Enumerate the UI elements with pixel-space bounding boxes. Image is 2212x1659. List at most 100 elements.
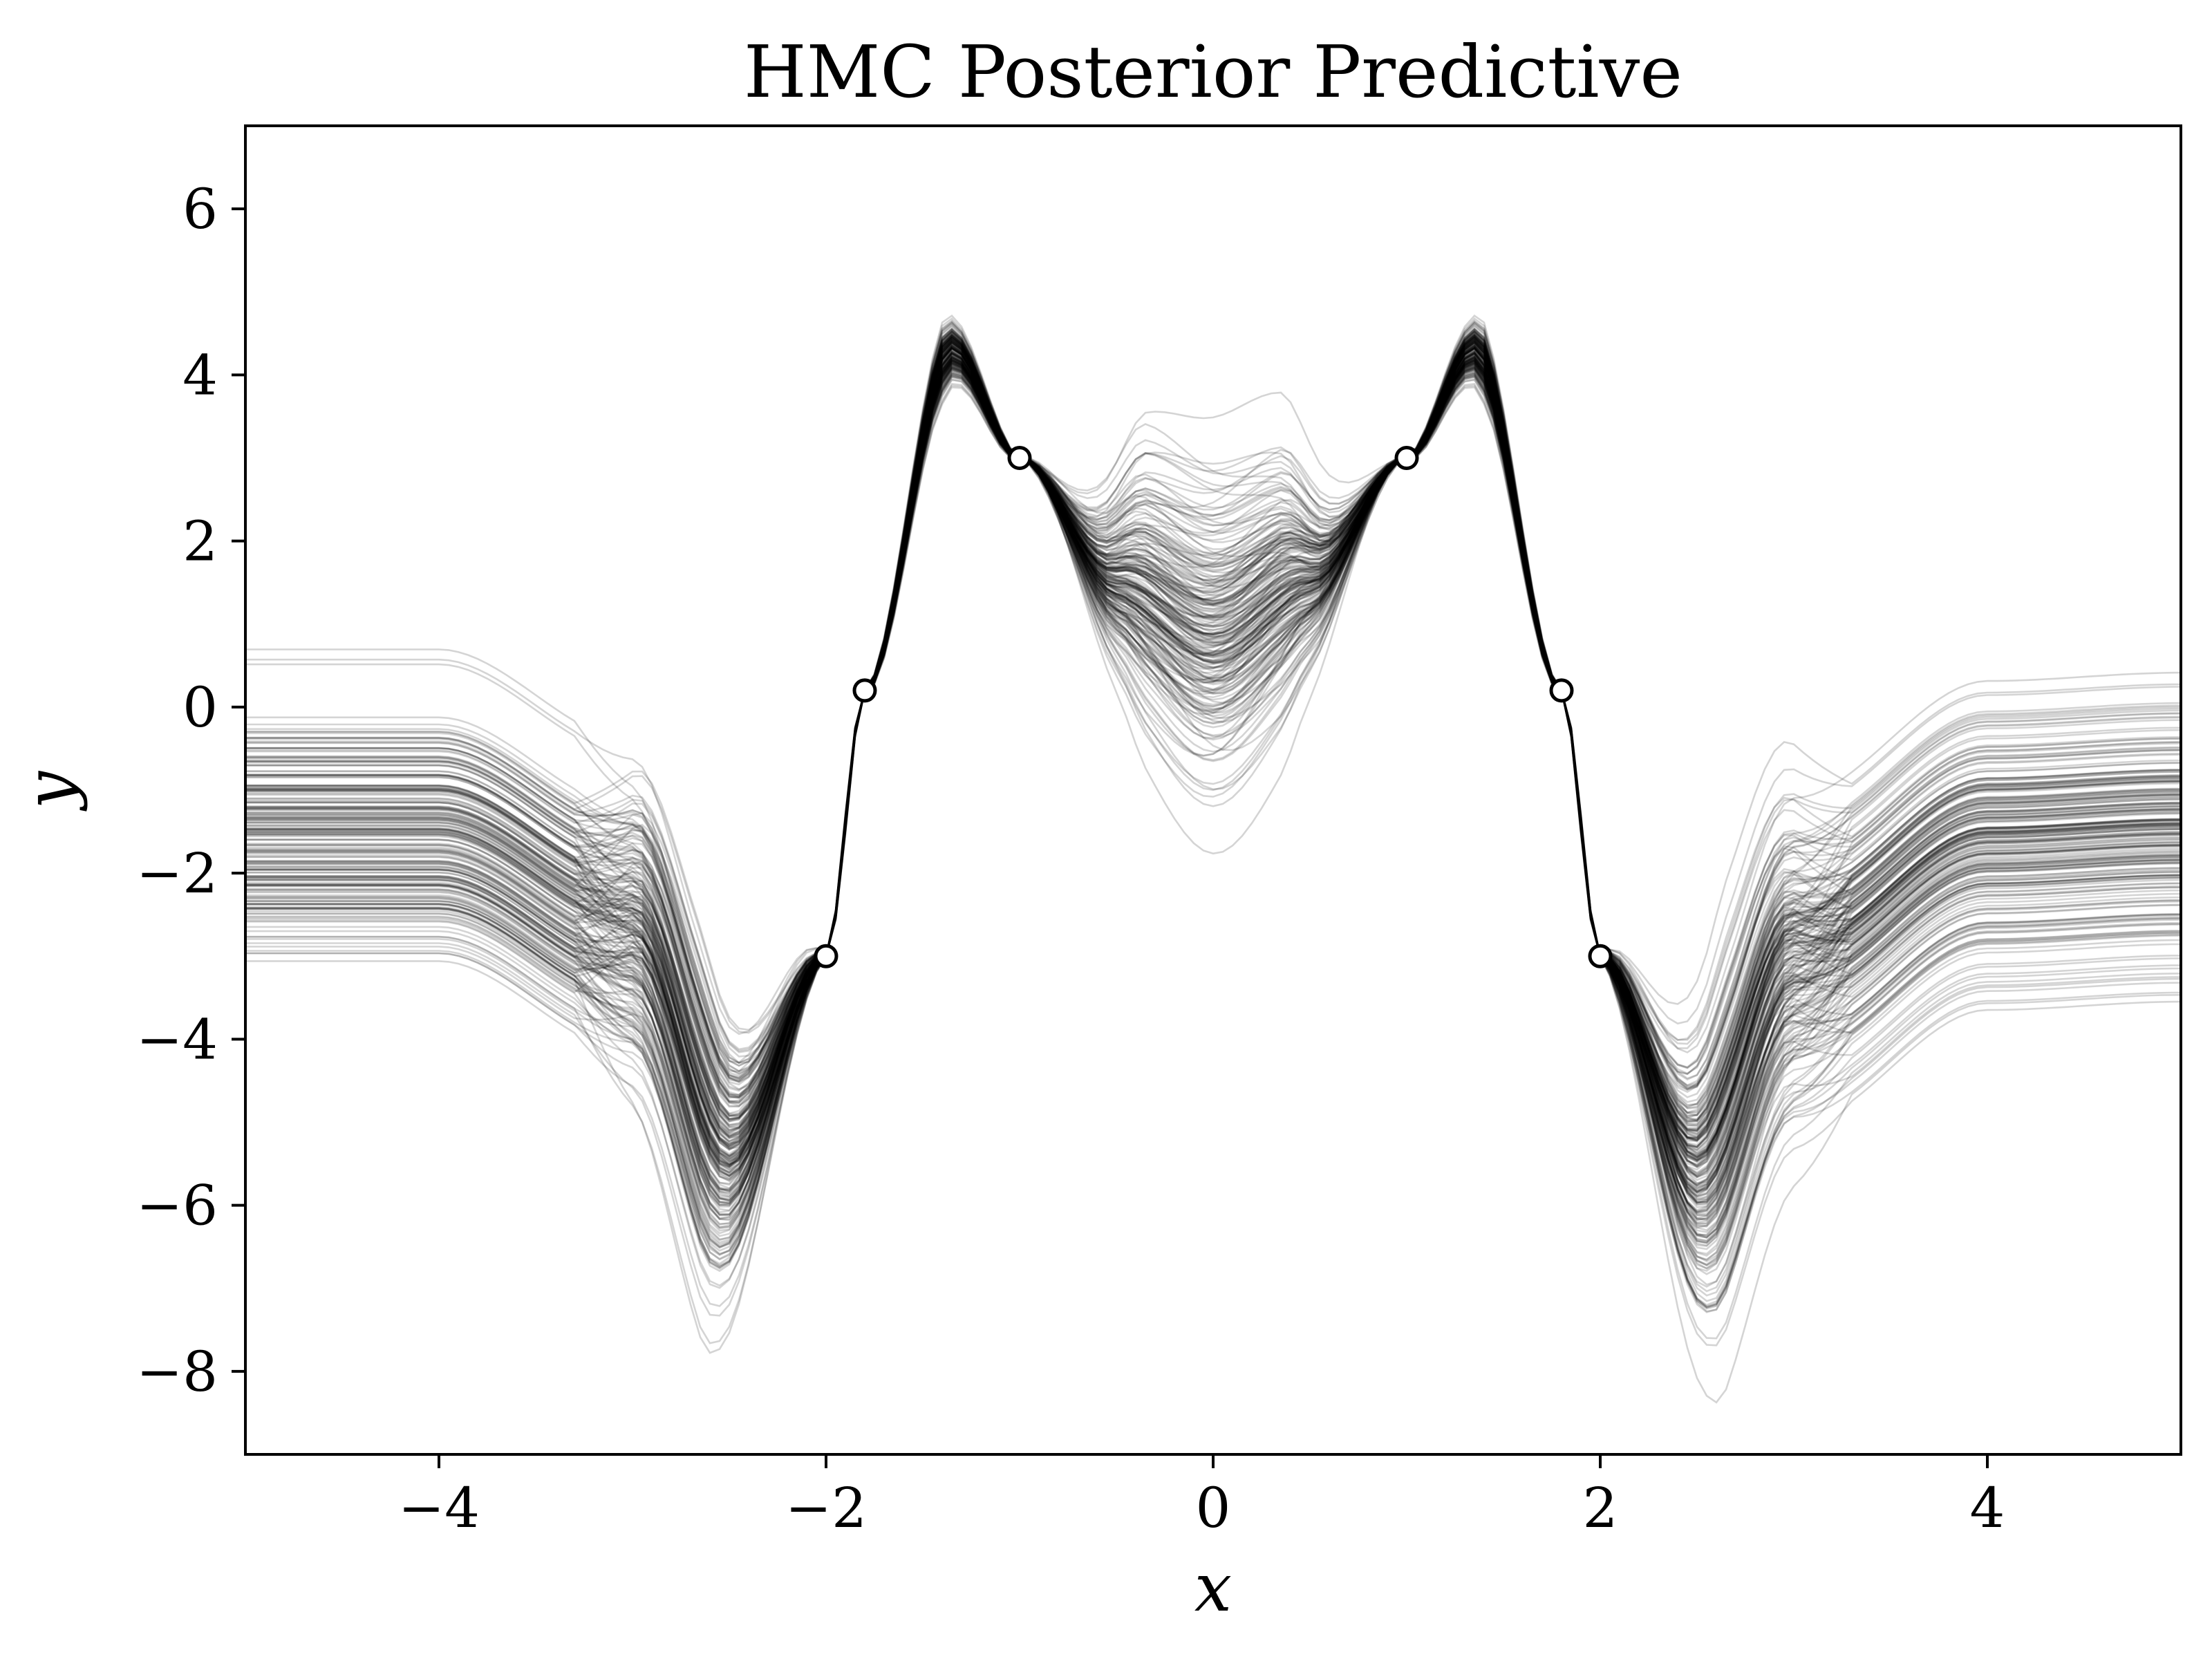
x-axis-label: x	[1194, 1549, 1232, 1627]
posterior-sample-line	[245, 327, 2181, 1176]
posterior-sample-line	[245, 328, 2181, 1237]
posterior-sample-line	[245, 339, 2181, 1257]
posterior-sample-line	[245, 314, 2181, 1158]
posterior-sample-line	[245, 347, 2181, 1167]
posterior-sample-line	[245, 347, 2181, 1219]
x-axis: −4 −2 0 2 4	[398, 1454, 2005, 1540]
posterior-sample-line	[245, 360, 2181, 1230]
posterior-sample-line	[245, 362, 2181, 1168]
posterior-sample-line	[245, 361, 2181, 1168]
posterior-sample-line	[245, 366, 2181, 1202]
y-tick-label: 2	[182, 509, 218, 574]
posterior-sample-line	[245, 330, 2181, 1241]
posterior-sample-line	[245, 337, 2181, 1148]
posterior-sample-line	[245, 336, 2181, 1177]
posterior-sample-line	[245, 346, 2181, 1121]
posterior-sample-line	[245, 373, 2181, 1288]
posterior-sample-line	[245, 336, 2181, 1215]
posterior-sample-line	[245, 348, 2181, 1177]
posterior-sample-line	[245, 328, 2181, 1239]
posterior-sample-line	[245, 346, 2181, 1177]
posterior-sample-line	[245, 346, 2181, 1232]
posterior-sample-line	[245, 354, 2181, 1198]
posterior-sample-line	[245, 361, 2181, 1317]
observed-point	[852, 678, 877, 703]
posterior-sample-line	[245, 339, 2181, 1204]
posterior-sample-line	[245, 359, 2181, 1193]
posterior-sample-line	[245, 330, 2181, 1313]
x-tick-label: −4	[398, 1476, 480, 1540]
y-tick-label: −2	[136, 841, 218, 906]
y-tick-label: 4	[182, 343, 218, 407]
observed-point	[1007, 446, 1032, 470]
posterior-sample-line	[245, 330, 2181, 1190]
posterior-sample-line	[245, 344, 2181, 1228]
posterior-sample-line	[245, 332, 2181, 1217]
posterior-sample-line	[245, 366, 2181, 1174]
posterior-sample-line	[245, 339, 2181, 1293]
posterior-sample-line	[245, 330, 2181, 1155]
posterior-sample-line	[245, 346, 2181, 1225]
posterior-sample-line	[245, 359, 2181, 1135]
posterior-sample-line	[245, 331, 2181, 1204]
posterior-sample-line	[245, 356, 2181, 1150]
y-tick-label: 0	[182, 675, 218, 740]
posterior-sample-line	[245, 342, 2181, 1174]
posterior-sample-line	[245, 336, 2181, 1156]
posterior-sample-line	[245, 341, 2181, 1165]
posterior-sample-line	[245, 337, 2181, 1297]
posterior-sample-line	[245, 328, 2181, 1246]
posterior-sample-line	[245, 350, 2181, 1354]
posterior-sample-line	[245, 369, 2181, 1162]
posterior-sample-line	[245, 352, 2181, 1205]
posterior-sample-line	[245, 360, 2181, 1248]
posterior-sample-line	[245, 368, 2181, 1206]
observed-point	[1394, 446, 1419, 470]
posterior-sample-line	[245, 352, 2181, 1275]
posterior-sample-line	[245, 362, 2181, 1192]
posterior-sample-line	[245, 355, 2181, 1229]
posterior-sample-line	[245, 341, 2181, 1137]
posterior-sample-line	[245, 322, 2181, 1225]
posterior-sample-line	[245, 355, 2181, 1167]
posterior-sample-line	[245, 336, 2181, 1157]
posterior-sample-line	[245, 335, 2181, 1247]
posterior-sample-line	[245, 375, 2181, 1157]
posterior-sample-line	[245, 367, 2181, 1208]
posterior-sample-line	[245, 366, 2181, 1186]
posterior-sample-line	[245, 363, 2181, 1216]
posterior-sample-line	[245, 359, 2181, 1239]
posterior-sample-line	[245, 369, 2181, 1206]
posterior-sample-line	[245, 324, 2181, 1194]
posterior-sample-line	[245, 328, 2181, 1262]
y-tick-label: −6	[136, 1174, 218, 1238]
posterior-sample-line	[245, 360, 2181, 1179]
posterior-sample-line	[245, 351, 2181, 1141]
posterior-sample-line	[245, 362, 2181, 1181]
posterior-sample-line	[245, 345, 2181, 1250]
posterior-sample-line	[245, 375, 2181, 1272]
posterior-sample-line	[245, 357, 2181, 1221]
posterior-sample-line	[245, 355, 2181, 1255]
posterior-sample-line	[245, 339, 2181, 1159]
y-tick-label: −8	[136, 1340, 218, 1404]
posterior-sample-line	[245, 373, 2181, 1238]
posterior-sample-line	[245, 363, 2181, 1197]
posterior-sample-line	[245, 335, 2181, 1171]
posterior-sample-line	[245, 341, 2181, 1244]
posterior-sample-line	[245, 359, 2181, 1221]
posterior-sample-line	[245, 383, 2181, 1162]
posterior-sample-line	[245, 341, 2181, 1150]
posterior-sample-line	[245, 355, 2181, 1208]
x-tick-label: 2	[1583, 1476, 1618, 1540]
posterior-sample-line	[245, 341, 2181, 1129]
posterior-sample-line	[245, 339, 2181, 1161]
posterior-sample-line	[245, 365, 2181, 1123]
posterior-sample-line	[245, 344, 2181, 1244]
posterior-sample-line	[245, 342, 2181, 1244]
posterior-sample-line	[245, 357, 2181, 1148]
posterior-sample-line	[245, 334, 2181, 1197]
posterior-sample-line	[245, 371, 2181, 1137]
posterior-sample-line	[245, 353, 2181, 1200]
posterior-sample-line	[245, 346, 2181, 1195]
